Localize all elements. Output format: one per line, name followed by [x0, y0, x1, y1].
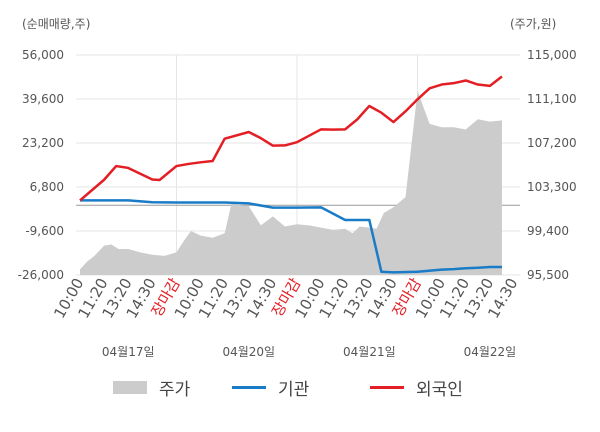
legend-label-price: 주가: [159, 379, 191, 400]
right-tick-label: 99,400: [527, 224, 569, 238]
right-tick-label: 107,200: [527, 136, 577, 150]
legend-label-institution: 기관: [278, 379, 310, 400]
right-tick-label: 103,300: [527, 180, 577, 194]
legend-item-price: 주가: [113, 372, 190, 402]
left-tick-label: 23,200: [22, 136, 64, 150]
day-label: 04월20일: [222, 345, 275, 359]
legend-item-institution: 기관: [232, 372, 309, 402]
price-swatch: [113, 380, 147, 394]
institution-swatch: [232, 385, 266, 389]
day-label: 04월21일: [343, 345, 396, 359]
right-axis-unit-label: (주가,원): [510, 17, 556, 31]
foreign-line: [79, 75, 503, 202]
left-tick-label: 39,600: [22, 92, 64, 106]
legend: 주가 기관 외국인: [0, 372, 600, 402]
legend-label-foreign: 외국인: [416, 379, 463, 400]
left-tick-label: 56,000: [22, 48, 64, 62]
price-area-layer: [80, 91, 502, 275]
day-label: 04월22일: [464, 345, 517, 359]
right-tick-label: 115,000: [527, 48, 577, 62]
left-tick-label: -9,600: [25, 224, 64, 238]
day-label: 04월17일: [102, 345, 155, 359]
left-axis-unit-label: (순매매량,주): [22, 17, 90, 31]
left-tick-label: 6,800: [30, 180, 64, 194]
foreign-swatch: [370, 385, 404, 389]
right-tick-label: 111,100: [527, 92, 577, 106]
price-area: [80, 91, 502, 275]
legend-item-foreign: 외국인: [370, 372, 463, 402]
right-tick-label: 95,500: [527, 268, 569, 282]
institution-line: [80, 199, 502, 274]
left-tick-label: -26,000: [18, 268, 64, 282]
lines-layer: [79, 75, 503, 274]
